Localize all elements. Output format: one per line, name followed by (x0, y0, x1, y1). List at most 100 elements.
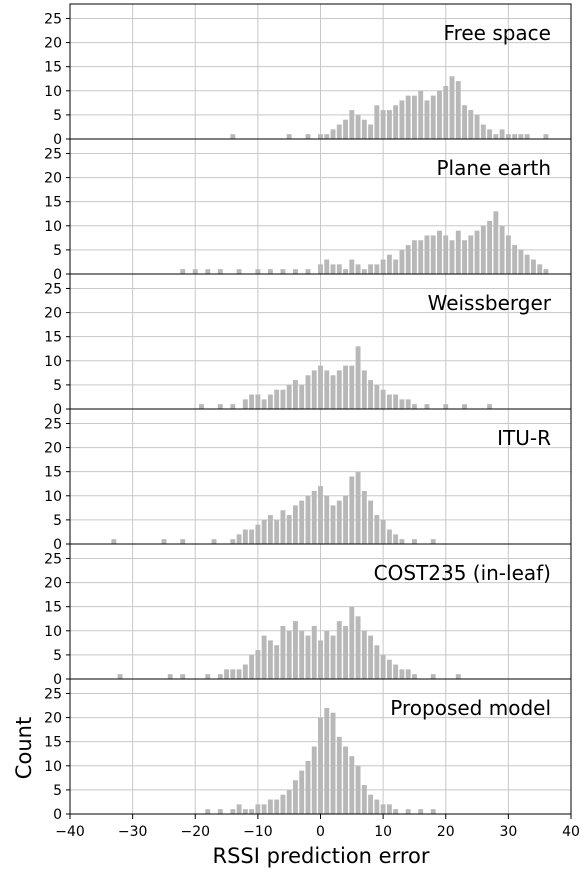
x-tick-label: −30 (118, 824, 148, 840)
histogram-bar (242, 529, 248, 544)
histogram-bar (455, 674, 461, 679)
histogram-bar (180, 674, 186, 679)
histogram-bar (374, 799, 380, 814)
histogram-bar (286, 384, 292, 409)
x-tick-label: −40 (55, 824, 85, 840)
histogram-bar (343, 365, 348, 409)
histogram-bar (349, 110, 355, 139)
histogram-bar (242, 809, 248, 814)
x-axis-label: RSSI prediction error (213, 844, 430, 868)
subplot-legend-label: ITU-R (497, 426, 551, 450)
histogram-bar (424, 404, 430, 409)
y-tick-label: 25 (44, 686, 62, 702)
histogram-bar (249, 809, 255, 814)
histogram-bar (267, 269, 273, 274)
histogram-bar (286, 134, 292, 139)
histogram-bar (236, 534, 242, 544)
histogram-bar (380, 654, 386, 679)
histogram-bar (286, 630, 292, 679)
y-tick-label: 25 (44, 416, 62, 432)
y-tick-label: 5 (53, 513, 62, 529)
histogram-bar (512, 134, 518, 139)
histogram-bar (330, 712, 336, 814)
histogram-bar (512, 245, 518, 274)
histogram-bar (374, 105, 380, 139)
subplot-legend-label: Weissberger (428, 291, 552, 315)
subplot-legend-label: Plane earth (436, 156, 551, 180)
histogram-bar (293, 505, 298, 544)
histogram-bar (368, 380, 374, 409)
histogram-bar (305, 375, 311, 409)
histogram-bar (311, 625, 317, 679)
histogram-bar (361, 370, 367, 409)
y-tick-label: 5 (53, 243, 62, 259)
histogram-bar (430, 95, 436, 139)
y-tick-label: 5 (53, 378, 62, 394)
histogram-bar (230, 404, 236, 409)
histogram-bar (236, 269, 242, 274)
histogram-bar (368, 124, 374, 139)
histogram-bar (199, 404, 204, 409)
subplot-2: 0 5 10 15 20 25 Plane earth (44, 138, 572, 283)
histogram-bar (480, 225, 486, 274)
subplot-stack: 0 5 10 15 20 25 Free space 0 5 10 15 20 25 Plane eart… (44, 3, 572, 823)
histogram-bar (343, 495, 348, 544)
y-tick-label: 0 (53, 807, 62, 823)
histogram-bar (274, 645, 280, 679)
histogram-bar (393, 809, 399, 814)
histogram-bar (430, 674, 436, 679)
histogram-bar (437, 90, 442, 139)
histogram-bar (487, 129, 493, 139)
histogram-bar (430, 539, 436, 544)
y-tick-label: 0 (53, 267, 62, 283)
histogram-bar (324, 259, 330, 274)
histogram-bar (411, 674, 417, 679)
histogram-bar (336, 500, 342, 544)
histogram-bar (293, 621, 298, 679)
y-tick-label: 15 (44, 735, 62, 751)
histogram-bar (249, 394, 255, 409)
histogram-bar (267, 394, 273, 409)
y-tick-label: 0 (53, 402, 62, 418)
subplot-4: 0 5 10 15 20 25 ITU-R (44, 408, 572, 553)
histogram-bar (280, 269, 286, 274)
histogram-bar (224, 669, 230, 679)
x-tick-label: 0 (316, 824, 325, 840)
histogram-bar (443, 85, 449, 139)
histogram-bar (336, 264, 342, 274)
histogram-bar (293, 380, 298, 409)
histogram-bar (487, 404, 493, 409)
histogram-bar (386, 394, 392, 409)
histogram-bar (343, 119, 348, 139)
histogram-bar (161, 539, 167, 544)
histogram-bar (280, 389, 286, 409)
y-tick-label: 0 (53, 132, 62, 148)
histogram-bar (368, 500, 374, 544)
histogram-bar (411, 539, 417, 544)
histogram-bar (374, 264, 380, 274)
histogram-bar (230, 669, 236, 679)
histogram-bar (318, 717, 323, 814)
histogram-bar (399, 539, 405, 544)
histogram-bar (411, 404, 417, 409)
histogram-bar (418, 240, 424, 274)
histogram-bar (261, 399, 267, 409)
histogram-bar (380, 389, 386, 409)
histogram-bar (405, 95, 411, 139)
histogram-bar (330, 129, 336, 139)
histogram-bar (505, 235, 511, 274)
histogram-bar (543, 134, 549, 139)
x-tick-label: 10 (374, 824, 392, 840)
histogram-bar (242, 399, 248, 409)
histogram-bar (449, 76, 455, 139)
histogram-bar (305, 269, 311, 274)
histogram-bar (267, 799, 273, 814)
histogram-bar (393, 105, 399, 139)
histogram-bar (430, 235, 436, 274)
histogram-bar (380, 519, 386, 544)
histogram-bar (236, 669, 242, 679)
histogram-bar (318, 134, 323, 139)
y-tick-label: 20 (44, 171, 62, 187)
subplot-legend-label: Free space (444, 21, 551, 45)
histogram-bar (424, 100, 430, 139)
